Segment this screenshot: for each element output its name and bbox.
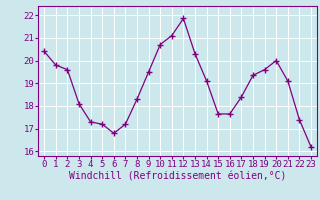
X-axis label: Windchill (Refroidissement éolien,°C): Windchill (Refroidissement éolien,°C): [69, 172, 286, 182]
